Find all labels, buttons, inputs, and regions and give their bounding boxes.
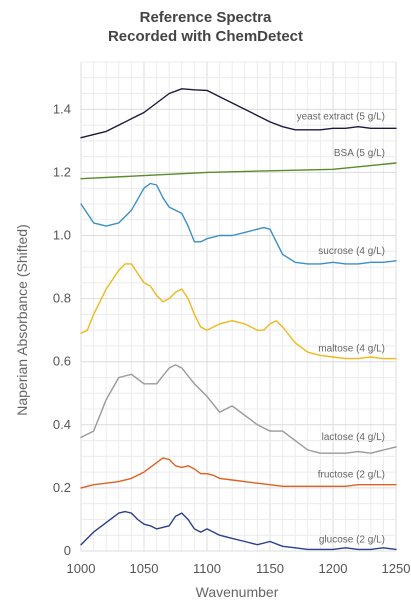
series-label: sucrose (4 g/L) xyxy=(318,246,385,257)
x-tick-label: 1100 xyxy=(193,561,221,576)
series-label: lactose (4 g/L) xyxy=(322,432,385,443)
x-tick-label: 1000 xyxy=(67,561,96,576)
series-lines xyxy=(80,88,397,551)
x-tick-label: 1250 xyxy=(382,561,411,576)
x-tick-label: 1200 xyxy=(319,561,348,576)
series-label: yeast extract (5 g/L) xyxy=(297,112,385,123)
y-tick-label: 1.2 xyxy=(53,164,71,179)
series-line xyxy=(80,263,397,360)
y-tick-label: 0 xyxy=(64,543,71,558)
y-tick-label: 0.6 xyxy=(53,354,71,369)
series-label: glucose (2 g/L) xyxy=(319,534,385,545)
series-line xyxy=(80,88,397,139)
series-label: fructose (2 g/L) xyxy=(318,470,385,481)
y-tick-label: 0.2 xyxy=(53,480,71,495)
series-label: maltose (4 g/L) xyxy=(318,344,385,355)
y-tick-label: 0.8 xyxy=(53,291,71,306)
series-line xyxy=(80,510,397,551)
series-labels: yeast extract (5 g/L) BSA (5 g/L) sucrose … xyxy=(297,112,385,546)
series-line xyxy=(80,162,397,180)
y-tick-label: 1.4 xyxy=(53,101,71,116)
series-label: BSA (5 g/L) xyxy=(334,148,385,159)
series-line xyxy=(80,364,397,454)
series-line xyxy=(80,457,397,489)
tick-labels: 1000 1050 1100 1150 1200 1250 0 0.2 0.4 0.6 0.8 1.0… xyxy=(53,101,411,576)
chart-title: Reference Spectra Recorded with ChemDete… xyxy=(0,8,411,46)
grid xyxy=(80,61,397,552)
y-tick-label: 0.4 xyxy=(53,417,71,432)
y-tick-label: 1.0 xyxy=(53,228,71,243)
chart-title-line-2: Recorded with ChemDetect xyxy=(107,28,304,45)
chart-title-line-1: Reference Spectra xyxy=(139,9,272,26)
x-tick-label: 1150 xyxy=(256,561,284,576)
series-line xyxy=(80,182,397,265)
x-tick-label: 1050 xyxy=(130,561,159,576)
y-axis-label: Naperian Absorbance (Shifted) xyxy=(14,224,30,415)
x-axis-label: Wavenumber xyxy=(196,584,279,600)
